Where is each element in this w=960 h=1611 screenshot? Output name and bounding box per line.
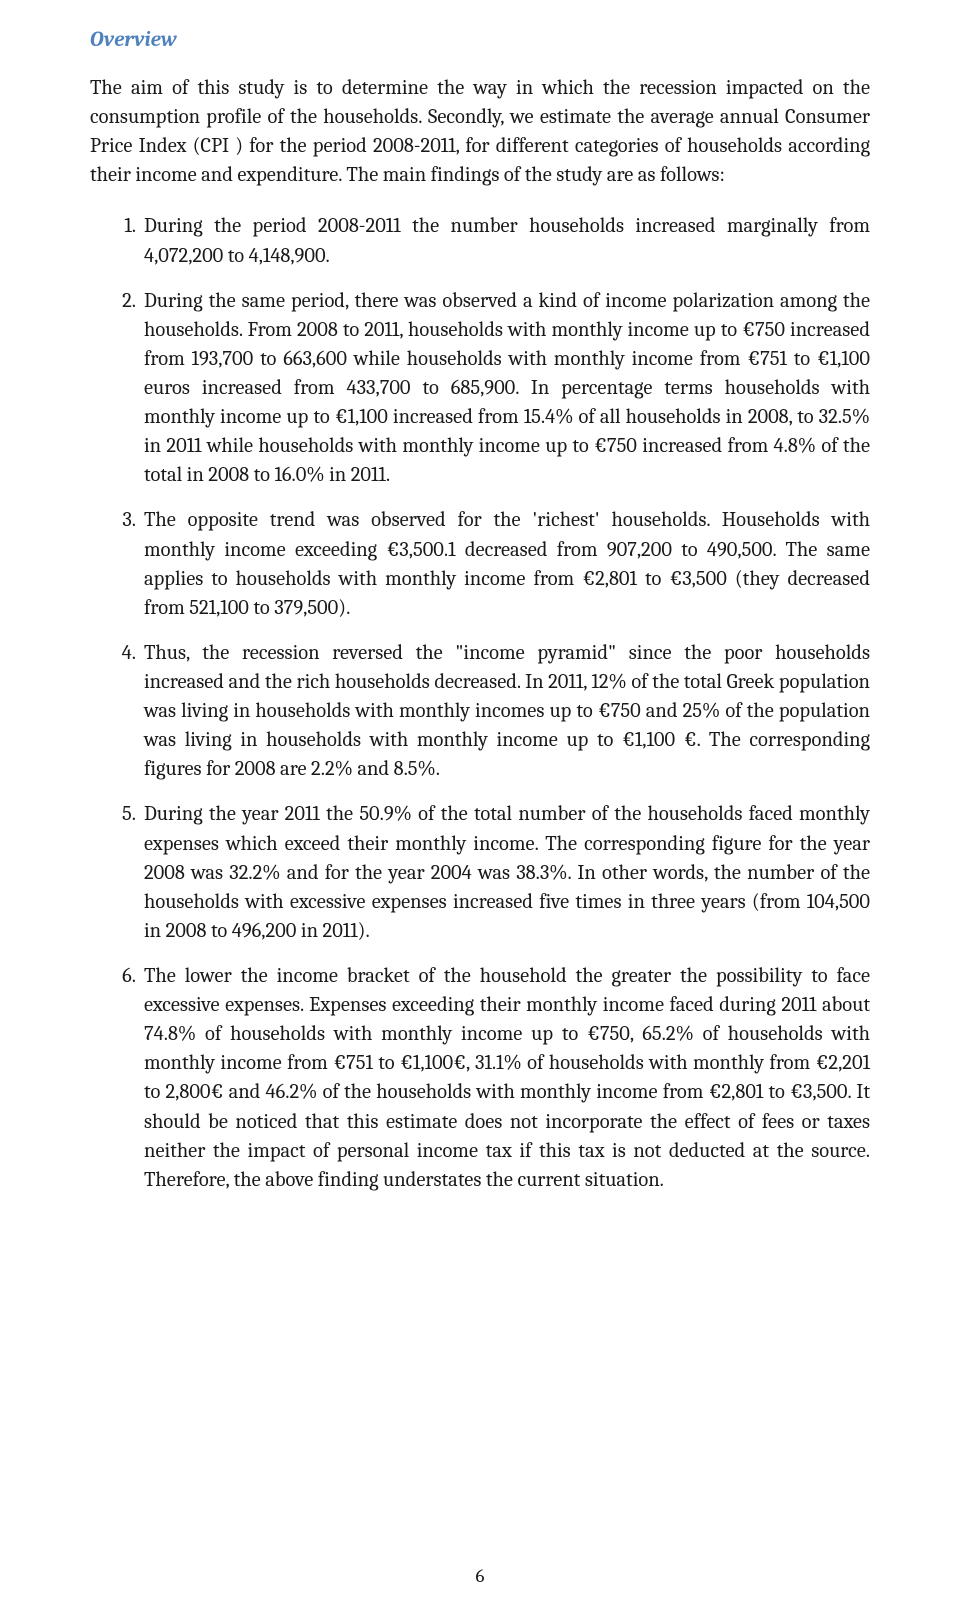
finding-item: During the year 2011 the 50.9% of the to… — [144, 800, 870, 946]
document-page: Overview The aim of this study is to det… — [0, 0, 960, 1611]
finding-item: The lower the income bracket of the hous… — [144, 962, 870, 1195]
finding-item: During the same period, there was observ… — [144, 287, 870, 491]
intro-paragraph: The aim of this study is to determine th… — [90, 74, 870, 190]
finding-item: During the period 2008-2011 the number h… — [144, 212, 870, 270]
finding-item: The opposite trend was observed for the … — [144, 506, 870, 622]
section-heading: Overview — [90, 28, 870, 52]
page-number: 6 — [0, 1565, 960, 1587]
finding-item: Thus, the recession reversed the "income… — [144, 639, 870, 785]
findings-list: During the period 2008-2011 the number h… — [90, 212, 870, 1194]
